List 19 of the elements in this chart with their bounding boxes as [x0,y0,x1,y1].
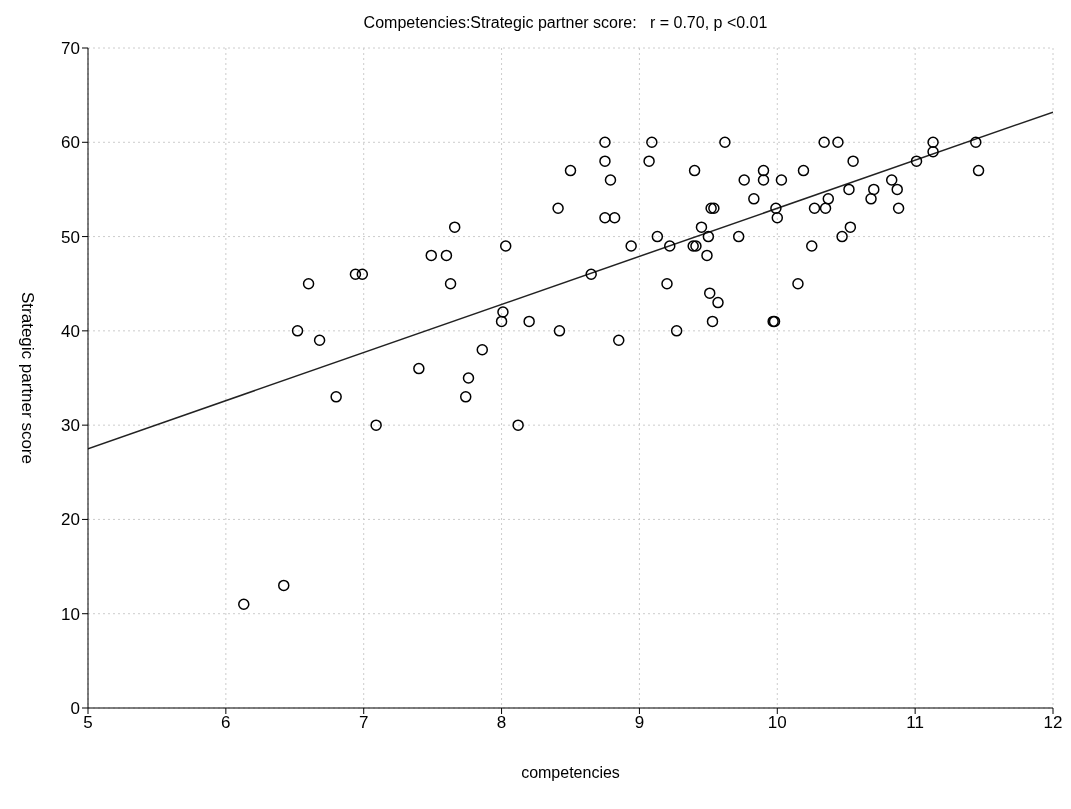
y-tick-label: 0 [70,699,80,719]
x-tick-label: 9 [634,713,645,733]
x-axis-title: competencies [521,764,620,781]
y-tick-label: 50 [61,227,80,247]
chart-title: Competencies:Strategic partner score: r = 0.70, p <0.01 [362,13,769,33]
y-tick-label: 30 [61,416,80,436]
x-tick-label: 12 [1043,713,1063,733]
x-tick-label: 5 [83,713,93,733]
y-tick-label: 60 [61,133,80,153]
x-tick-label: 8 [496,713,507,733]
y-tick-label: 10 [61,604,80,624]
x-tick-label: 11 [906,713,924,733]
x-tick-label: 7 [358,713,369,733]
y-axis-title: Strategic partner score [17,292,37,464]
y-tick-label: 40 [61,321,80,341]
x-tick-label: 6 [221,713,231,733]
y-tick-label: 20 [61,510,80,530]
x-tick-label: 10 [767,713,787,733]
y-tick-label: 70 [61,39,80,59]
